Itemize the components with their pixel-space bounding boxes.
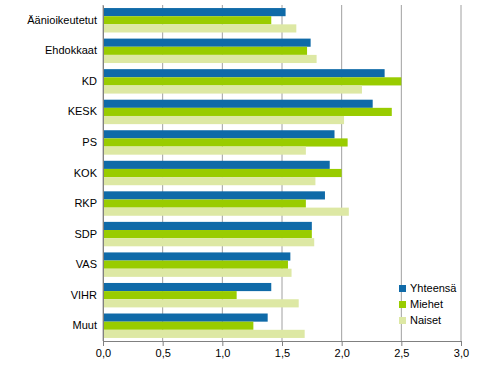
legend-label: Miehet [410,298,443,310]
x-tick-label: 1,5 [275,347,290,359]
x-tick-mark [401,341,402,346]
bar [103,100,373,108]
bar [103,314,268,322]
bar [103,8,286,16]
bar [103,283,271,291]
x-tick: 2,0 [335,341,350,359]
grid [103,5,461,341]
y-tick: KESK [68,105,103,117]
legend-item: Naiset [399,314,441,326]
bar [103,108,392,116]
grid-line [461,5,462,341]
bar [103,47,307,55]
y-tick: KOK [74,167,103,179]
bar [103,330,305,338]
x-tick-label: 1,0 [215,347,230,359]
bar [103,177,315,185]
bar [103,161,330,169]
y-tick-label: Äänioikeutetut [27,14,97,26]
y-tick-label: SDP [74,228,97,240]
bar [103,299,299,307]
x-axis-line [104,342,462,347]
x-tick: 0,0 [96,341,111,359]
y-tick-label: KESK [68,105,98,117]
y-tick: SDP [74,228,103,240]
y-tick: Äänioikeutetut [27,14,103,26]
x-tick-mark [342,341,343,346]
x-tick-label: 0,0 [96,347,111,359]
y-tick: VAS [76,258,103,270]
legend-label: Yhteensä [410,282,457,294]
bar [103,138,348,146]
y-tick: KD [82,75,103,87]
x-tick: 0,5 [156,341,171,359]
legend-label: Naiset [410,314,441,326]
x-tick-label: 3,0 [454,347,469,359]
legend: Yhteensä Miehet Naiset [399,282,457,326]
y-axis-line [103,6,104,342]
bar [103,191,325,199]
bar-series [103,16,401,330]
bar [103,269,292,277]
x-tick: 1,5 [275,341,290,359]
y-tick-label: VIHR [71,289,97,301]
legend-swatch [399,317,406,324]
bar [103,116,344,124]
bar [103,169,342,177]
bar [103,55,317,63]
x-tick: 3,0 [454,341,469,359]
y-tick-label: KD [82,75,97,87]
y-tick: PS [82,136,103,148]
legend-item: Yhteensä [399,282,457,294]
y-tick-label: Muut [73,319,97,331]
y-tick-label: Ehdokkaat [45,44,97,56]
bar [103,291,237,299]
bar [103,85,362,93]
bar [103,199,306,207]
bar [103,238,314,246]
y-tick: VIHR [71,289,103,301]
bar [103,208,349,216]
bar [103,130,335,138]
x-tick: 1,0 [215,341,230,359]
x-tick-mark [461,341,462,346]
bar [103,147,306,155]
y-tick: Ehdokkaat [45,44,103,56]
bar [103,252,290,260]
bar [103,39,311,47]
y-tick: Muut [73,319,103,331]
legend-swatch [399,301,406,308]
bar [103,77,401,85]
legend-swatch [399,285,406,292]
x-tick-label: 2,5 [394,347,409,359]
x-tick-label: 0,5 [156,347,171,359]
chart: 0,0 0,5 1,0 1,5 2,0 2,5 3,0 Äänioikeutetut Ehdok… [0,0,488,368]
grid-line [103,5,104,341]
y-axis: Äänioikeutetut Ehdokkaat KD KESK PS KOK RKP SDP… [27,6,103,342]
bar [103,69,385,77]
x-axis: 0,0 0,5 1,0 1,5 2,0 2,5 3,0 [96,341,469,359]
x-tick: 2,5 [394,341,409,359]
bar [103,16,271,24]
bars [103,8,401,338]
x-tick-mark [222,341,223,346]
x-tick-mark [282,341,283,346]
x-tick-mark [163,341,164,346]
legend-item: Miehet [399,298,443,310]
bar [103,24,296,32]
y-tick-label: VAS [76,258,97,270]
bar [103,222,312,230]
bar [103,261,288,269]
x-tick-label: 2,0 [335,347,350,359]
y-tick-label: PS [82,136,97,148]
bar [103,230,312,238]
y-tick-label: RKP [74,197,97,209]
bar-series [103,24,362,338]
x-tick-mark [103,341,104,346]
bar-series [103,8,385,322]
bar [103,322,253,330]
y-tick-label: KOK [74,167,98,179]
plot: 0,0 0,5 1,0 1,5 2,0 2,5 3,0 Äänioikeutetut Ehdok… [27,5,469,359]
y-tick: RKP [74,197,103,209]
